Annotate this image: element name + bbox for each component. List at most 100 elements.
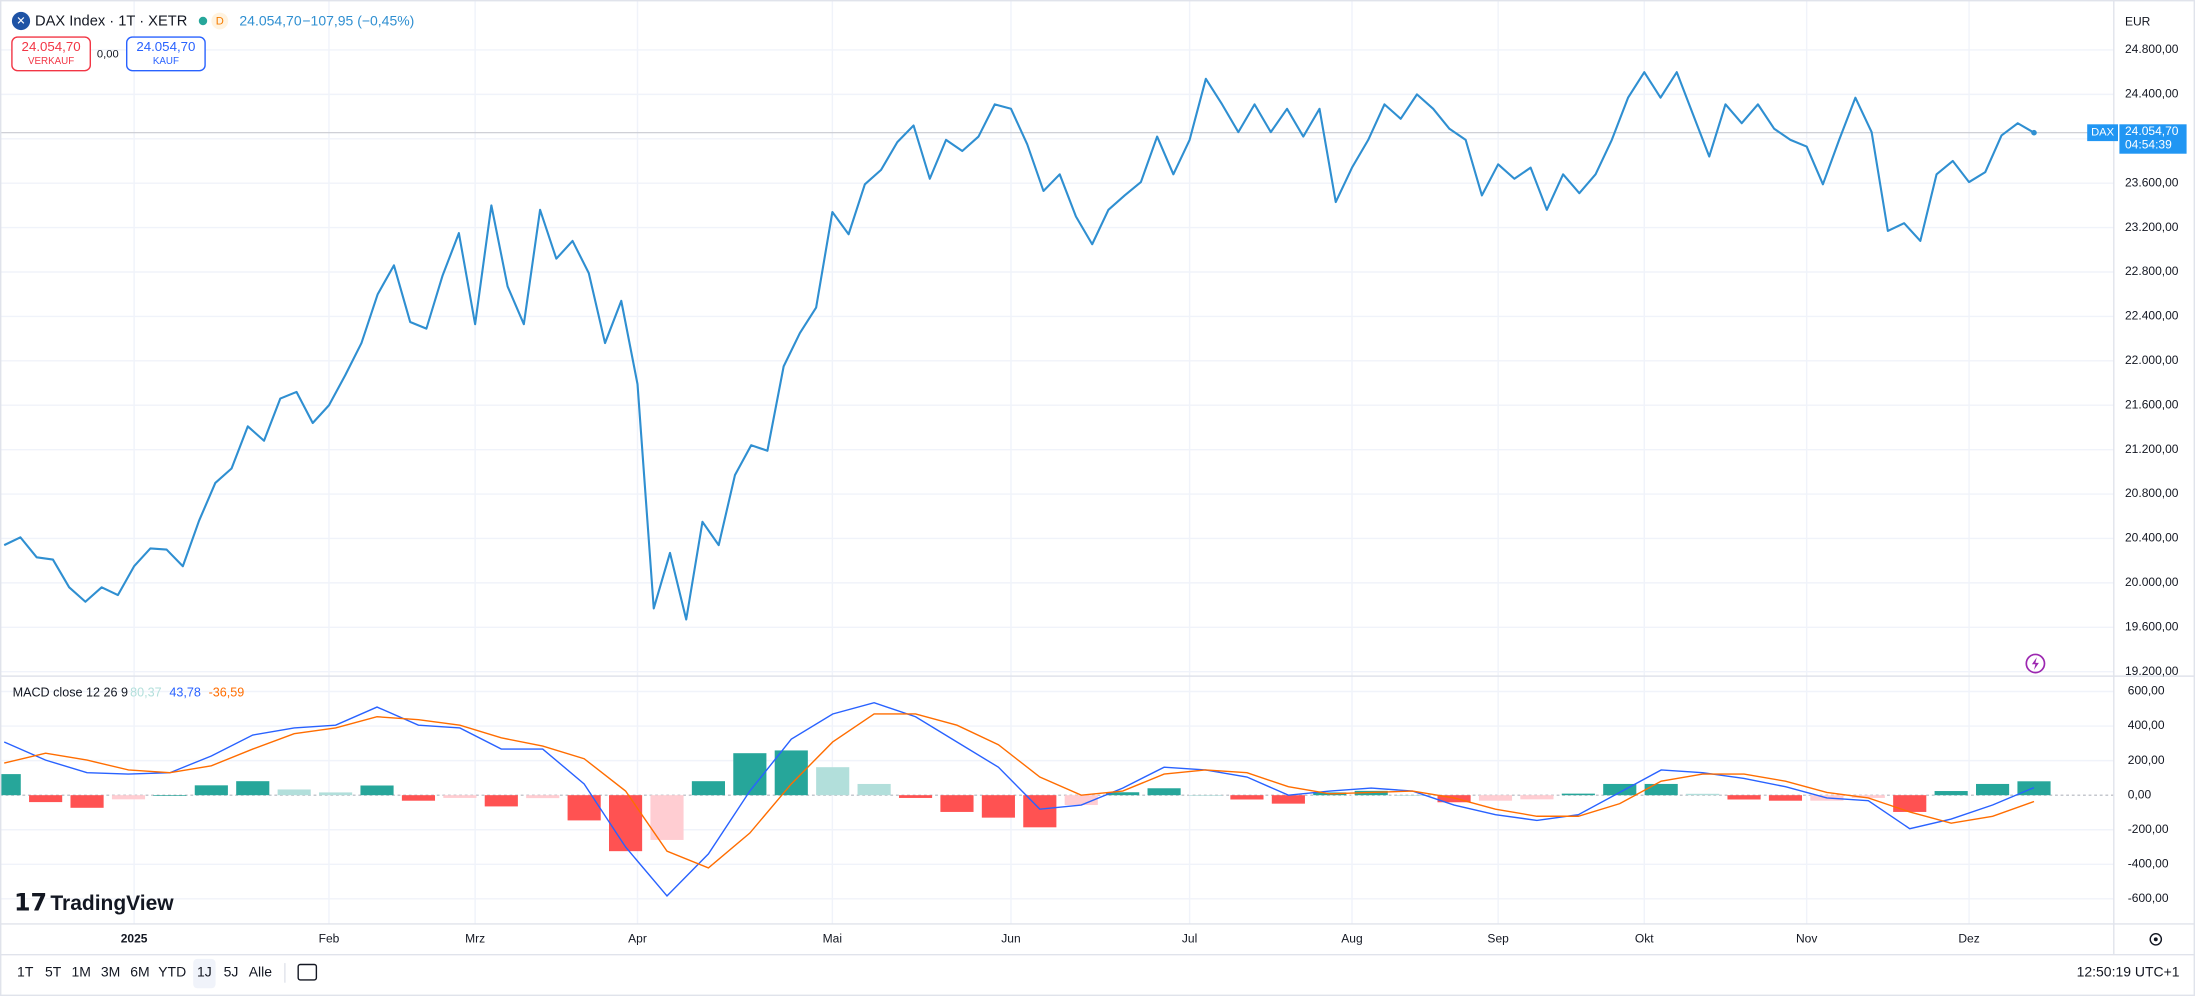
symbol-icon-glyph: ✕ bbox=[16, 16, 25, 28]
x-tick-label: Jun bbox=[1001, 931, 1020, 945]
histogram-bar bbox=[1686, 793, 1720, 796]
symbol-title[interactable]: DAX Index · 1T · XETR bbox=[35, 14, 187, 30]
range-button[interactable]: YTD bbox=[158, 964, 186, 980]
histogram-bar bbox=[567, 795, 601, 821]
histogram-bar bbox=[1851, 795, 1885, 798]
y-tick-label: 23.600,00 bbox=[2125, 175, 2179, 189]
y-tick-label: 22.800,00 bbox=[2125, 264, 2179, 278]
sell-price[interactable]: 24.054,70 bbox=[22, 39, 81, 54]
y-tick-label: 600,00 bbox=[2128, 684, 2165, 698]
sell-label[interactable]: VERKAUF bbox=[28, 56, 74, 67]
histogram-bar bbox=[1147, 788, 1181, 796]
histogram-bar bbox=[1437, 795, 1471, 803]
range-button[interactable]: 6M bbox=[130, 964, 149, 980]
date-range-icon[interactable] bbox=[297, 963, 318, 981]
badge: D bbox=[216, 16, 224, 28]
y-tick-label: 20.400,00 bbox=[2125, 531, 2179, 545]
currency[interactable]: EUR bbox=[2125, 15, 2151, 29]
histogram-bar bbox=[1934, 791, 1968, 796]
market-status bbox=[198, 16, 208, 26]
histogram-bar bbox=[857, 783, 891, 796]
range-button[interactable]: 1T bbox=[17, 964, 34, 980]
marks bbox=[0, 71, 2051, 897]
range-button[interactable]: 5T bbox=[45, 964, 62, 980]
histogram-bar bbox=[1271, 795, 1305, 804]
y-tick-label: 23.200,00 bbox=[2125, 220, 2179, 234]
x-tick-label: Nov bbox=[1796, 931, 1817, 945]
histogram-bar bbox=[484, 795, 518, 807]
macd-line bbox=[3, 702, 2035, 897]
settings-icon[interactable] bbox=[2149, 933, 2163, 946]
macd-signal-value: -36,59 bbox=[209, 685, 245, 699]
histogram-bar bbox=[1478, 795, 1513, 801]
x-tick-label: Mai bbox=[823, 931, 842, 945]
settings-dot bbox=[2153, 937, 2158, 942]
y-tick-label: -400,00 bbox=[2128, 856, 2169, 870]
range-button[interactable]: Alle bbox=[249, 964, 273, 980]
histogram-bar bbox=[111, 795, 146, 800]
y-tick-label: 20.800,00 bbox=[2125, 486, 2179, 500]
price-tag-value: 24.054,70 bbox=[2125, 124, 2179, 138]
symbol-icon bbox=[11, 11, 31, 31]
histogram-bar bbox=[319, 792, 353, 796]
price-tag-symbol: DAX bbox=[2091, 127, 2115, 139]
histogram-bar bbox=[691, 781, 725, 796]
histogram-bar bbox=[1188, 795, 1223, 796]
histogram-bar bbox=[609, 795, 643, 852]
histogram-bar bbox=[0, 774, 21, 796]
histogram-bar bbox=[650, 795, 684, 840]
logo[interactable]: TradingView bbox=[50, 892, 174, 915]
x-tick-label: Jul bbox=[1182, 931, 1197, 945]
alert-bolt bbox=[2031, 657, 2039, 670]
histogram-bar bbox=[1064, 795, 1098, 806]
y-tick-label: 24.800,00 bbox=[2125, 42, 2179, 56]
histogram-bar bbox=[1976, 783, 2010, 796]
x-tick-label: Okt bbox=[1635, 931, 1654, 945]
y-tick-label: -600,00 bbox=[2128, 891, 2169, 905]
y-tick-label: 22.400,00 bbox=[2125, 309, 2179, 323]
range-button[interactable]: 1M bbox=[71, 964, 90, 980]
histogram-bar bbox=[981, 795, 1015, 818]
histogram-bar bbox=[194, 785, 228, 796]
histogram-bar bbox=[1023, 795, 1057, 828]
y-tick-label: 24.400,00 bbox=[2125, 87, 2179, 101]
buy-label[interactable]: KAUF bbox=[153, 56, 179, 67]
histogram-bar bbox=[1520, 795, 1554, 800]
x-tick-label: Feb bbox=[319, 931, 340, 945]
price-line bbox=[3, 71, 2035, 621]
sell-button[interactable] bbox=[11, 36, 92, 72]
y-tick-label: 21.600,00 bbox=[2125, 397, 2179, 411]
histogram-bar bbox=[70, 795, 104, 808]
buy-button[interactable] bbox=[125, 36, 206, 72]
histogram-bar bbox=[360, 785, 394, 796]
last-point bbox=[2031, 129, 2037, 136]
macd-title[interactable]: MACD close 12 26 9 bbox=[13, 685, 128, 699]
histogram-bar bbox=[443, 795, 477, 798]
range-button[interactable]: 5J bbox=[224, 964, 239, 980]
spread: 0,00 bbox=[97, 49, 119, 61]
y-tick-label: 22.000,00 bbox=[2125, 353, 2179, 367]
range-button[interactable]: 1J bbox=[197, 964, 212, 980]
range-button[interactable]: 3M bbox=[101, 964, 120, 980]
histogram-bar bbox=[153, 795, 187, 796]
histogram-bar bbox=[1603, 783, 1637, 796]
histogram-bar bbox=[1106, 792, 1140, 796]
clock[interactable]: 12:50:19 UTC+1 bbox=[2077, 964, 2180, 980]
badge-bg bbox=[211, 12, 229, 30]
histogram-bar bbox=[1768, 795, 1803, 801]
price-tag-countdown: 04:54:39 bbox=[2125, 137, 2172, 151]
y-tick-label: 19.200,00 bbox=[2125, 664, 2179, 678]
histogram-bar bbox=[898, 795, 933, 798]
histogram-bar bbox=[733, 753, 767, 796]
histogram-bar bbox=[1230, 795, 1264, 800]
alert-icon[interactable] bbox=[2025, 653, 2046, 674]
histogram-bar bbox=[1644, 783, 1678, 796]
y-tick-label: 0,00 bbox=[2128, 787, 2152, 801]
range-active bbox=[193, 958, 216, 989]
histogram-bar bbox=[526, 795, 560, 799]
y-tick-label: -200,00 bbox=[2128, 822, 2169, 836]
macd-line bbox=[4, 713, 2035, 869]
buy-price[interactable]: 24.054,70 bbox=[136, 39, 195, 54]
macd-hist-value: 80,37 bbox=[130, 685, 161, 699]
